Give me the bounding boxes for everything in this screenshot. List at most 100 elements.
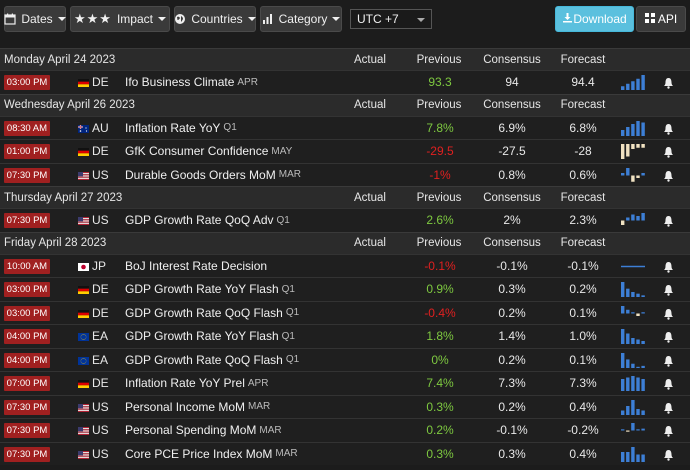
trend-bar: [621, 305, 625, 313]
consensus-value: 7.3%: [498, 376, 526, 391]
forecast-value: 2.3%: [569, 213, 597, 228]
event-name[interactable]: GDP Growth Rate QoQ Flash Q1: [125, 349, 299, 372]
date-header: Friday April 28 2023 Actual Previous Consen…: [0, 231, 690, 254]
country-code: US: [92, 167, 109, 182]
forecast-value: -28: [574, 144, 592, 159]
column-consensus[interactable]: Consensus: [483, 99, 541, 111]
forecast-value: -0.2%: [567, 423, 599, 438]
event-row[interactable]: 07:30 PM US GDP Growth Rate QoQ Adv Q1 2.6% 2…: [0, 208, 690, 232]
flag-us-icon: [78, 427, 89, 435]
event-row[interactable]: 03:00 PM DE GDP Growth Rate YoY Flash Q1 0.9…: [0, 277, 690, 301]
bell-icon[interactable]: [663, 402, 674, 414]
column-actual[interactable]: Actual: [354, 53, 386, 66]
event-row[interactable]: 07:30 PM US Personal Spending MoM MAR 0.2% -0…: [0, 418, 690, 442]
column-previous[interactable]: Previous: [416, 53, 462, 66]
download-button[interactable]: Download: [555, 6, 634, 32]
event-name[interactable]: GDP Growth Rate QoQ Flash Q1: [125, 302, 299, 325]
event-row[interactable]: 03:00 PM DE Ifo Business Climate APR 93.3 94 9…: [0, 70, 690, 94]
event-period: Q1: [276, 214, 290, 226]
trend-bar: [636, 366, 640, 368]
column-previous[interactable]: Previous: [416, 99, 462, 111]
trend-bar: [626, 144, 630, 157]
forecast-value: 0.2%: [569, 282, 597, 297]
event-row[interactable]: 03:00 PM DE GDP Growth Rate QoQ Flash Q1 -0.…: [0, 300, 690, 325]
previous-value: 0.3%: [426, 399, 454, 414]
category-label: Category: [278, 12, 328, 26]
bell-icon[interactable]: [663, 378, 674, 390]
country-code: US: [92, 423, 109, 438]
event-name[interactable]: Durable Goods Orders MoM MAR: [125, 164, 301, 187]
bell-icon[interactable]: [663, 77, 674, 89]
event-row[interactable]: 07:30 PM US Core PCE Price Index MoM MAR 0.3…: [0, 441, 690, 466]
previous-value: 0.9%: [426, 282, 454, 297]
countries-dropdown[interactable]: Countries: [174, 6, 256, 32]
trend-bar: [636, 78, 640, 90]
event-period: Q1: [281, 330, 295, 342]
event-row[interactable]: 07:30 PM US Durable Goods Orders MoM MAR -1%…: [0, 162, 690, 187]
event-name[interactable]: GDP Growth Rate QoQ Adv Q1: [125, 209, 290, 232]
column-forecast[interactable]: Forecast: [560, 99, 606, 111]
bell-icon[interactable]: [663, 261, 674, 273]
column-actual[interactable]: Actual: [354, 99, 386, 111]
trend-bar: [626, 451, 630, 462]
column-forecast[interactable]: Forecast: [560, 53, 606, 66]
bell-icon[interactable]: [663, 215, 674, 227]
countries-label: Countries: [191, 12, 243, 26]
event-name[interactable]: Personal Income MoM MAR: [125, 396, 270, 419]
country-code: US: [92, 399, 109, 414]
bell-icon[interactable]: [663, 123, 674, 135]
event-title: Ifo Business Climate: [125, 75, 235, 90]
bell-icon[interactable]: [663, 425, 674, 437]
trend-bar: [631, 376, 635, 391]
event-period: Q1: [285, 307, 300, 319]
bell-icon[interactable]: [663, 146, 674, 158]
column-previous[interactable]: Previous: [416, 237, 462, 249]
event-name[interactable]: Ifo Business Climate APR: [125, 71, 258, 94]
column-actual[interactable]: Actual: [354, 191, 386, 204]
bell-icon[interactable]: [663, 284, 674, 296]
chevron-down-icon: [57, 17, 66, 21]
event-name[interactable]: BoJ Interest Rate Decision: [125, 255, 267, 278]
event-name[interactable]: GDP Growth Rate YoY Flash Q1: [125, 278, 295, 301]
event-title: GDP Growth Rate QoQ Adv: [125, 213, 274, 228]
event-name[interactable]: Personal Spending MoM MAR: [125, 419, 282, 442]
event-row[interactable]: 04:00 PM EA GDP Growth Rate QoQ Flash Q1 0% 0…: [0, 347, 690, 372]
country-code: DE: [92, 282, 109, 297]
bell-icon[interactable]: [663, 355, 674, 367]
event-name[interactable]: Inflation Rate YoY Q1: [125, 117, 237, 140]
event-row[interactable]: 04:00 PM EA GDP Growth Rate YoY Flash Q1 1.8…: [0, 324, 690, 348]
column-consensus[interactable]: Consensus: [483, 53, 541, 66]
event-name[interactable]: GfK Consumer Confidence MAY: [125, 140, 292, 163]
bell-icon[interactable]: [663, 331, 674, 343]
event-name[interactable]: Core PCE Price Index MoM MAR: [125, 443, 298, 466]
column-consensus[interactable]: Consensus: [483, 191, 541, 204]
column-forecast[interactable]: Forecast: [560, 191, 606, 204]
event-row[interactable]: 07:30 PM US Personal Income MoM MAR 0.3% 0.2%…: [0, 394, 690, 419]
flag-de-icon: [78, 380, 89, 388]
trend-sparkline: [621, 120, 645, 136]
event-title: BoJ Interest Rate Decision: [125, 258, 268, 273]
column-actual[interactable]: Actual: [354, 237, 386, 249]
bell-icon[interactable]: [663, 449, 674, 461]
timezone-select[interactable]: UTC +7: [350, 9, 432, 29]
impact-dropdown[interactable]: ★★★ Impact: [70, 6, 170, 32]
column-forecast[interactable]: Forecast: [560, 237, 606, 249]
column-previous[interactable]: Previous: [416, 191, 462, 204]
previous-value: 93.3: [428, 75, 452, 90]
event-title: GDP Growth Rate YoY Flash: [125, 282, 279, 297]
column-consensus[interactable]: Consensus: [483, 237, 541, 249]
category-dropdown[interactable]: Category: [260, 6, 342, 32]
bell-icon[interactable]: [663, 170, 674, 182]
dates-dropdown[interactable]: Dates: [4, 6, 66, 32]
event-title: GDP Growth Rate QoQ Flash: [125, 305, 283, 320]
trend-bar: [636, 216, 640, 221]
event-period: Q1: [285, 354, 300, 366]
event-name[interactable]: Inflation Rate YoY Prel APR: [125, 372, 268, 395]
event-row[interactable]: 10:00 AM JP BoJ Interest Rate Decision -0.1…: [0, 253, 690, 278]
bell-icon[interactable]: [663, 308, 674, 320]
event-name[interactable]: GDP Growth Rate YoY Flash Q1: [125, 325, 295, 348]
event-row[interactable]: 07:00 PM DE Inflation Rate YoY Prel APR 7.4%…: [0, 371, 690, 395]
api-button[interactable]: API: [636, 6, 686, 32]
event-row[interactable]: 01:00 PM DE GfK Consumer Confidence MAY -29.…: [0, 139, 690, 163]
event-row[interactable]: 08:30 AM AU Inflation Rate YoY Q1 7.8% 6.9% 6.…: [0, 115, 690, 140]
